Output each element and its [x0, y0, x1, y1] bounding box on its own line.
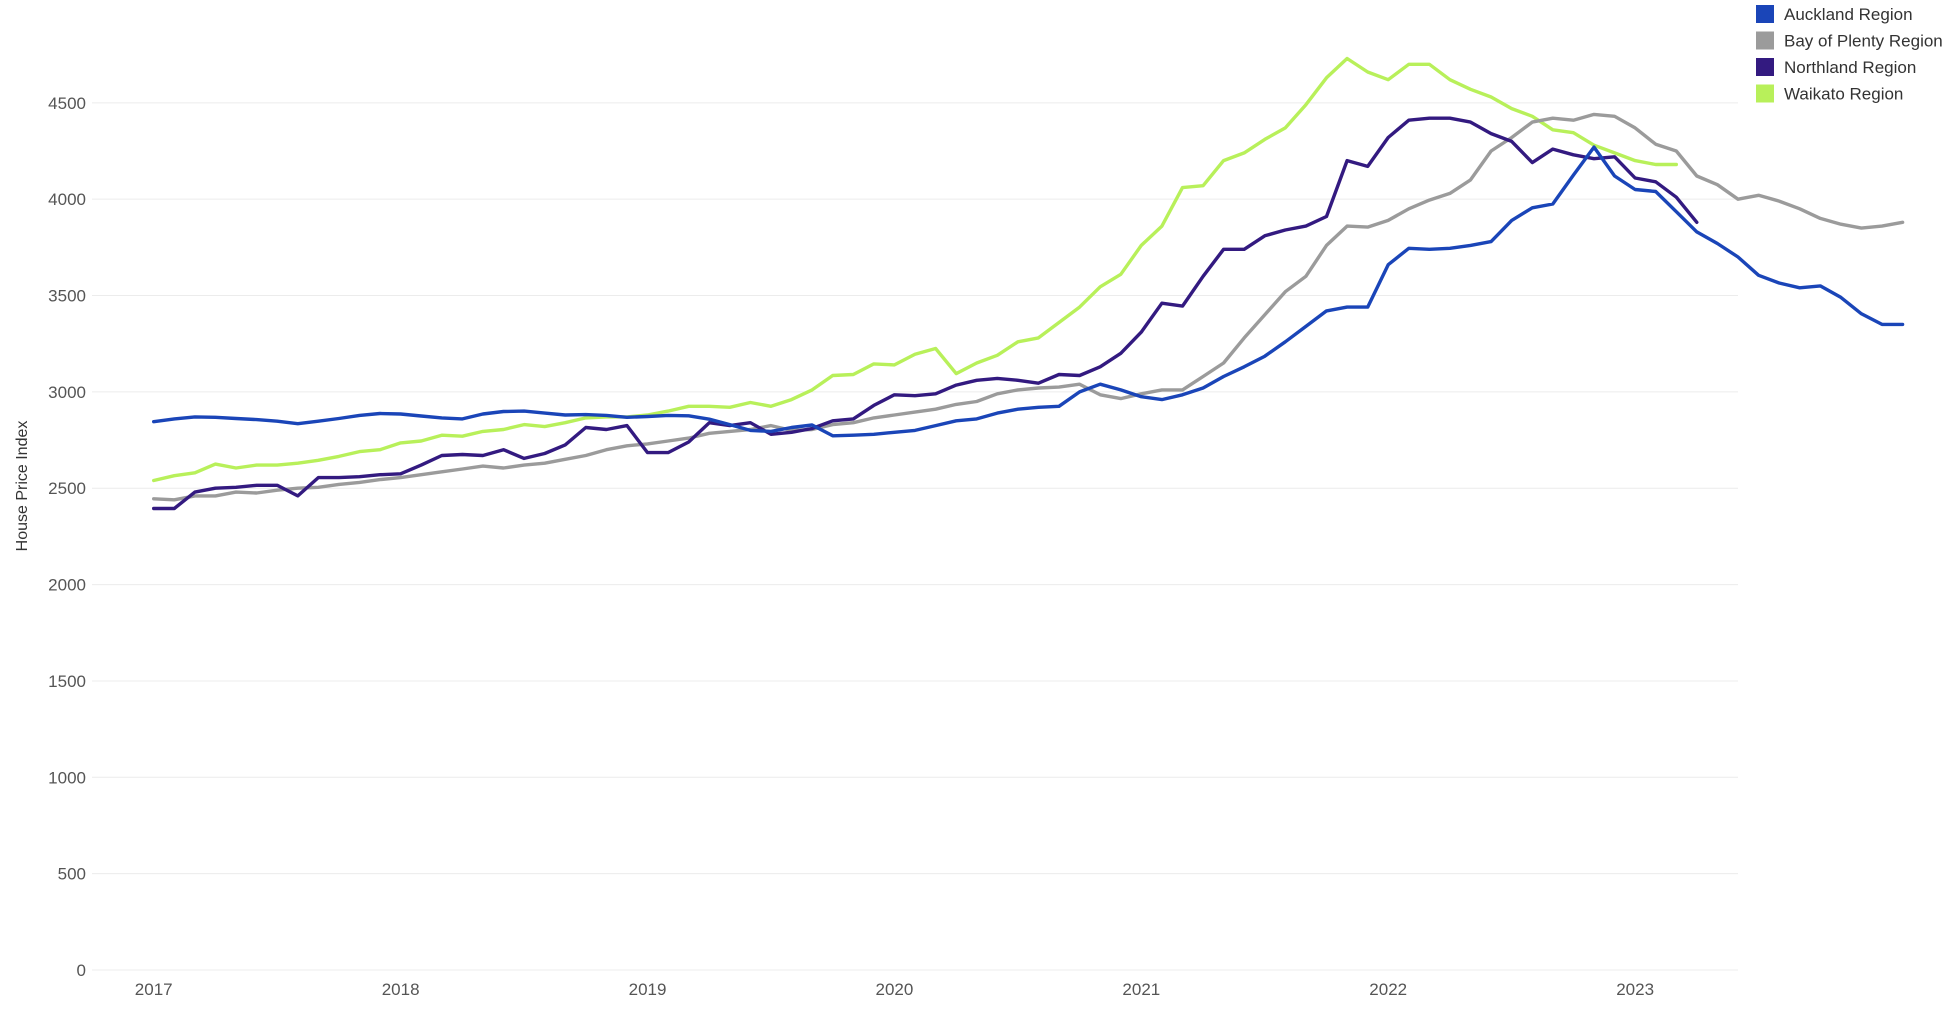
series-line-northland-region — [151, 116, 1699, 511]
legend-swatch — [1756, 84, 1774, 103]
y-tick-label: 3000 — [48, 383, 86, 402]
legend-swatch — [1756, 5, 1774, 23]
legend-swatch — [1756, 31, 1774, 50]
series-line-waikato-region — [151, 56, 1679, 483]
x-tick-label: 2018 — [382, 980, 420, 999]
x-tick-label: 2021 — [1122, 980, 1160, 999]
legend: Auckland Region Bay of Plenty Region North… — [1756, 5, 1942, 104]
legend-label: Northland Region — [1784, 58, 1916, 77]
legend-item[interactable]: Auckland Region — [1756, 5, 1913, 24]
y-tick-label: 2500 — [48, 479, 86, 498]
x-tick-label: 2020 — [876, 980, 914, 999]
x-tick-label: 2022 — [1369, 980, 1407, 999]
y-tick-label: 2000 — [48, 576, 86, 595]
y-tick-label: 3500 — [48, 287, 86, 306]
series-line-auckland-region — [151, 145, 1905, 438]
legend-swatch — [1756, 58, 1774, 76]
series-lines — [151, 56, 1905, 511]
legend-label: Waikato Region — [1784, 85, 1903, 104]
legend-item[interactable]: Waikato Region — [1756, 84, 1903, 104]
y-tick-label: 0 — [77, 961, 86, 980]
x-tick-label: 2017 — [135, 980, 173, 999]
series-line-bay-of-plenty-region — [151, 112, 1905, 502]
x-axis-ticks: 2017 2018 2019 2020 2021 2022 2023 — [135, 980, 1654, 999]
y-tick-label: 500 — [58, 865, 86, 884]
gridlines — [92, 102, 1738, 971]
y-tick-label: 4000 — [48, 190, 86, 209]
y-axis-ticks: 0 500 1000 1500 2000 2500 3000 3500 4000 4500 — [48, 94, 86, 980]
x-tick-label: 2019 — [629, 980, 667, 999]
legend-item[interactable]: Northland Region — [1756, 58, 1916, 77]
legend-label: Auckland Region — [1784, 5, 1913, 24]
x-tick-label: 2023 — [1616, 980, 1654, 999]
y-tick-label: 4500 — [48, 94, 86, 113]
y-tick-label: 1000 — [48, 768, 86, 787]
y-tick-label: 1500 — [48, 672, 86, 691]
legend-item[interactable]: Bay of Plenty Region — [1756, 31, 1942, 51]
legend-label: Bay of Plenty Region — [1784, 32, 1942, 51]
y-axis-title: House Price Index — [14, 421, 31, 552]
